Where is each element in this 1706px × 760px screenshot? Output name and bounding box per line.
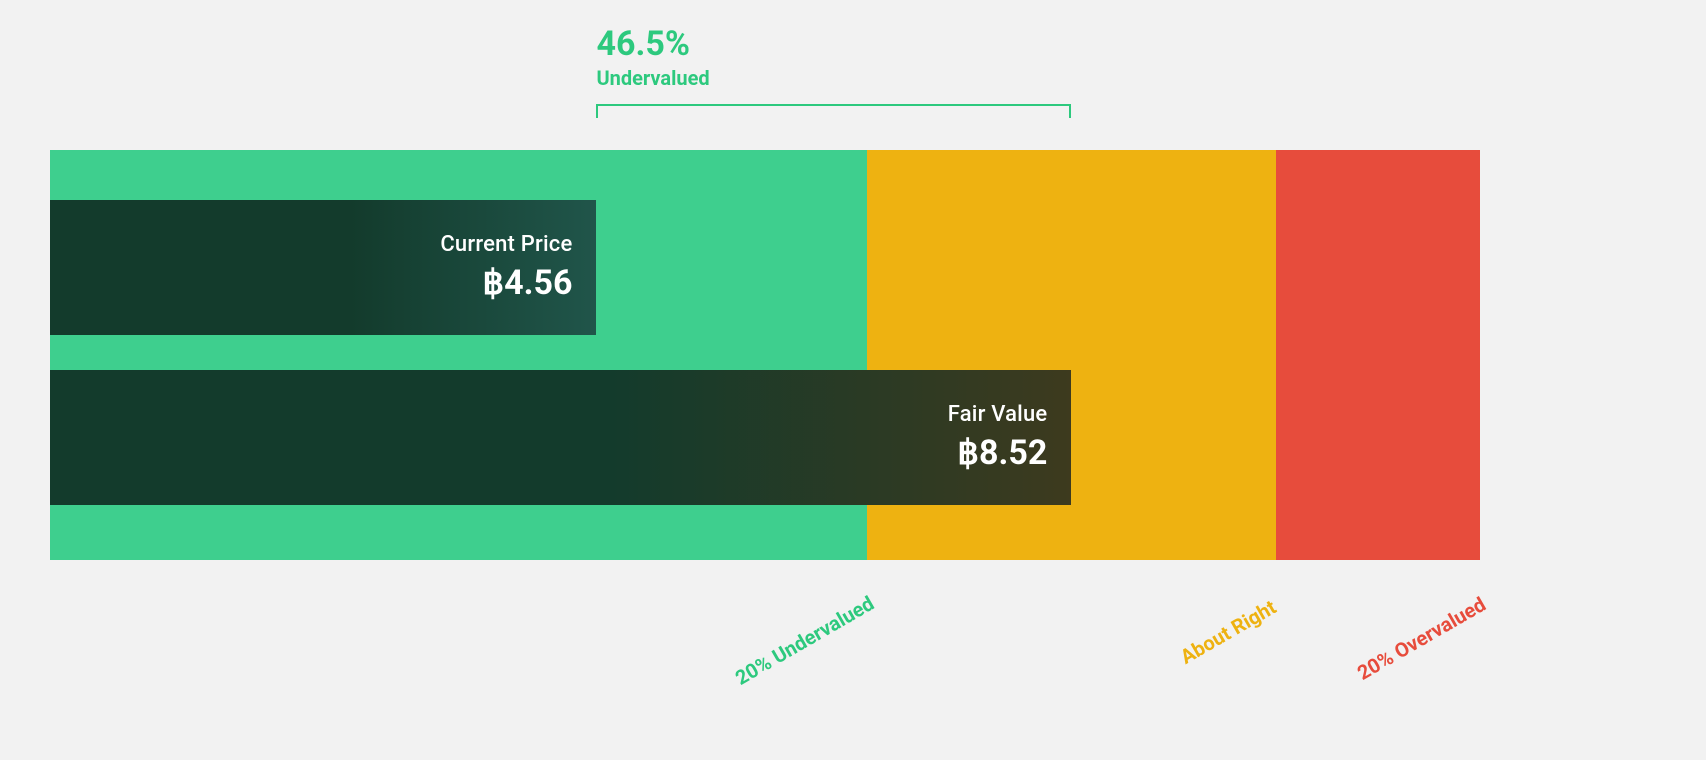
current-price-bar: Current Price ฿4.56 [50,200,596,335]
current-price-value: ฿4.56 [482,263,572,303]
undervalued-callout: 46.5%Undervalued [596,24,709,90]
zone-overvalued [1276,150,1480,560]
axis-label-about-right: About Right [1176,595,1280,669]
undervalued-percent: 46.5% [596,24,709,64]
fair-value-value: ฿8.52 [957,433,1047,473]
axis-label-undervalued: 20% Undervalued [731,591,878,690]
valuation-chart: Current Price ฿4.56 Fair Value ฿8.52 [50,150,1480,560]
fair-value-bar: Fair Value ฿8.52 [50,370,1071,505]
undervalued-bracket [596,104,1071,118]
current-price-label: Current Price [440,232,572,257]
undervalued-word: Undervalued [596,66,709,90]
axis-label-overvalued: 20% Overvalued [1353,591,1490,684]
fair-value-label: Fair Value [948,402,1048,427]
